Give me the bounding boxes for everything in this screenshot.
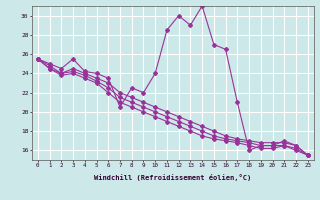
X-axis label: Windchill (Refroidissement éolien,°C): Windchill (Refroidissement éolien,°C) <box>94 174 252 181</box>
